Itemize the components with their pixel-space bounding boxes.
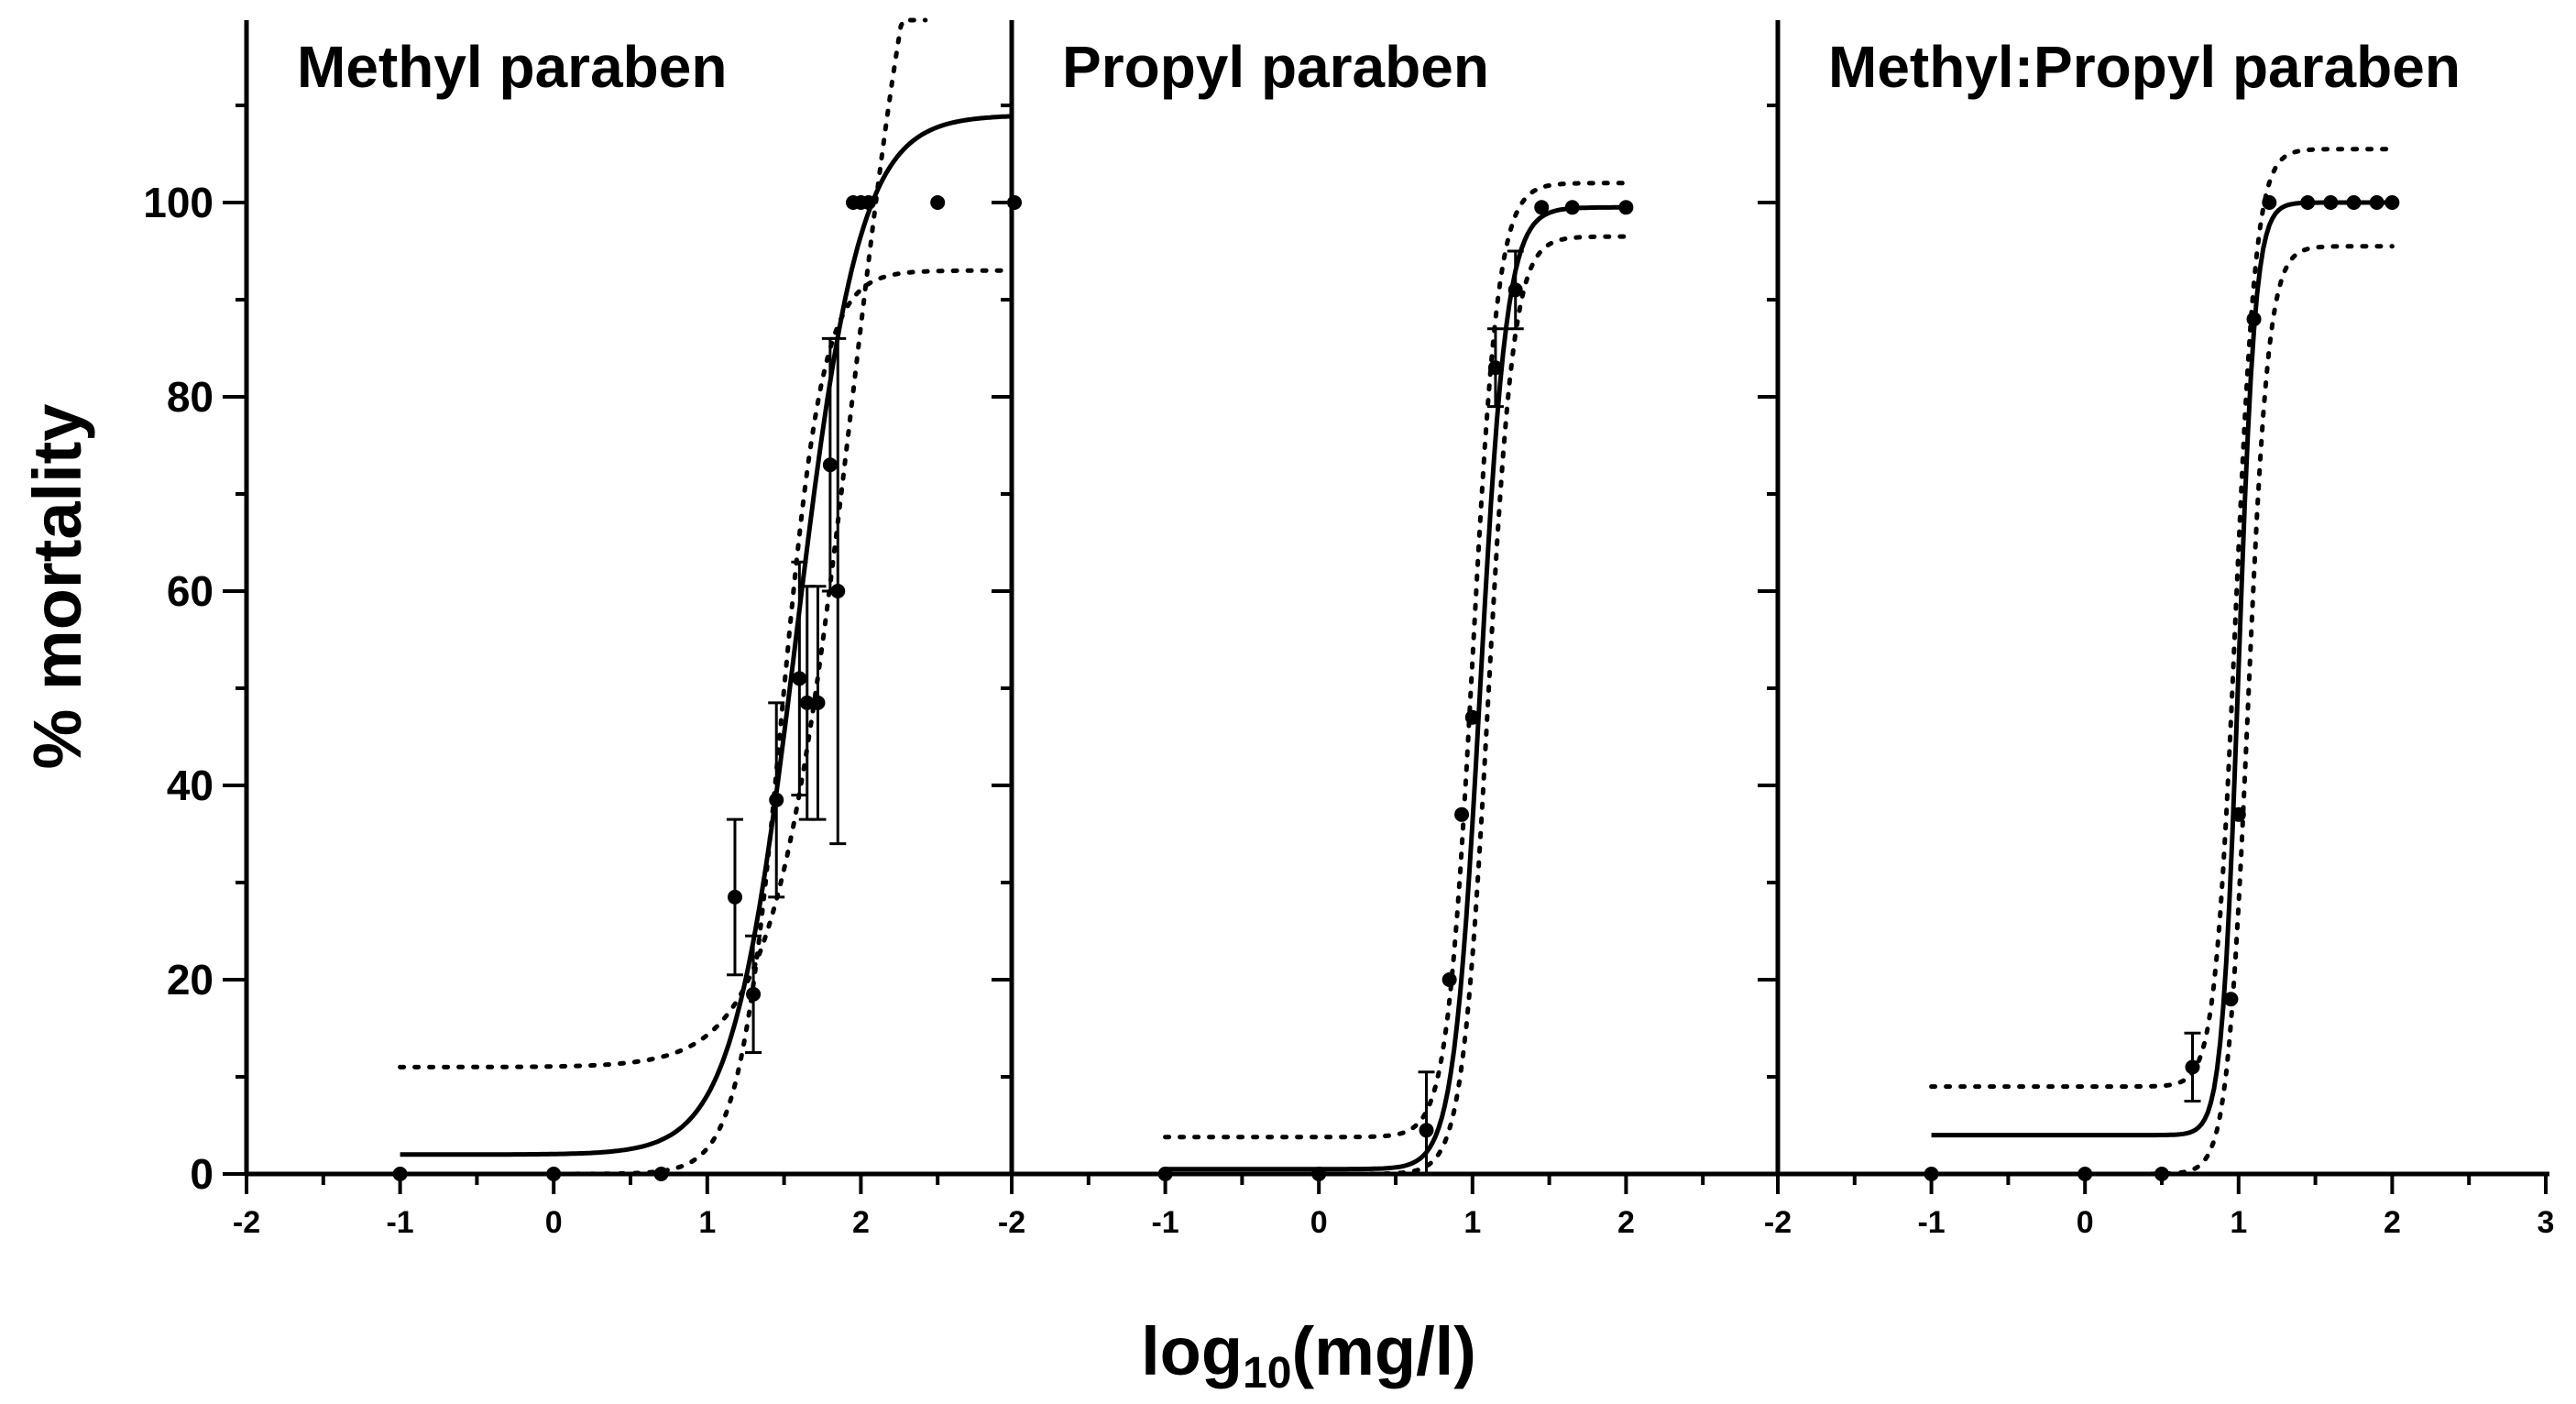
ci-lower-band	[398, 268, 1014, 1177]
ci-upper-band	[1929, 147, 2395, 1090]
y-tick-label: 80	[167, 373, 214, 421]
y-tick-label: 100	[143, 179, 214, 226]
data-point	[1464, 709, 1480, 725]
data-point	[1454, 806, 1470, 822]
data-point	[2323, 195, 2339, 210]
data-point	[2077, 1167, 2093, 1181]
data-point	[2384, 195, 2400, 210]
x-tick-label: 1	[2230, 1205, 2247, 1240]
x-tick-label: 3	[2538, 1205, 2555, 1240]
data-point	[1924, 1167, 1939, 1181]
data-point	[1311, 1167, 1327, 1181]
data-point	[727, 889, 742, 905]
fit-curve	[400, 114, 1012, 1157]
y-axis-title: % mortality	[19, 404, 95, 770]
x-tick-label: 2	[1617, 1205, 1635, 1240]
data-point	[822, 457, 838, 473]
data-point	[810, 695, 826, 710]
panel-title: Propyl paraben	[1062, 34, 1489, 100]
ci-lower-band	[1929, 244, 2395, 1177]
data-point	[2223, 992, 2239, 1007]
x-tick-label: 2	[852, 1205, 870, 1240]
ci-upper-band	[1163, 181, 1628, 1140]
data-point	[930, 195, 946, 210]
data-point	[1487, 360, 1503, 376]
x-axis-title: log10(mg/l)	[1141, 1313, 1476, 1398]
x-axis-title-main: log	[1141, 1313, 1243, 1389]
panel-title: Methyl paraben	[297, 34, 727, 100]
y-tick-label: 0	[190, 1150, 214, 1198]
x-tick-label: 0	[545, 1205, 563, 1240]
data-point	[860, 195, 876, 210]
data-point	[830, 584, 846, 598]
data-point	[769, 792, 784, 807]
data-point	[653, 1167, 669, 1181]
data-point	[792, 671, 807, 686]
data-point	[799, 695, 815, 710]
y-tick-label: 60	[167, 567, 214, 615]
data-point	[1564, 200, 1580, 215]
data-point	[2185, 1059, 2200, 1075]
fit-curve	[1165, 204, 1627, 1172]
x-tick-label: 2	[2384, 1205, 2401, 1240]
x-tick-label: -1	[1917, 1205, 1945, 1240]
x-tick-label: 0	[1310, 1205, 1328, 1240]
data-point	[1507, 282, 1523, 298]
x-tick-label: 1	[698, 1205, 716, 1240]
data-point	[1157, 1167, 1173, 1181]
data-point	[2246, 312, 2262, 327]
data-point	[1618, 200, 1634, 215]
x-tick-label: -1	[1151, 1205, 1178, 1240]
data-point	[2262, 195, 2277, 210]
data-point	[2346, 195, 2362, 210]
chart-panel-1: -2 -1 0 1 2 Methyl paraben	[226, 17, 1022, 1240]
data-point	[1441, 972, 1457, 987]
x-tick-label: -1	[386, 1205, 413, 1240]
x-tick-label: 0	[2077, 1205, 2094, 1240]
data-point	[2300, 195, 2316, 210]
data-point	[2369, 195, 2384, 210]
data-point	[746, 986, 762, 1002]
chart-panel-2: -2 -1 0 1 2 Propyl paraben	[992, 20, 1705, 1240]
data-point	[392, 1167, 408, 1181]
panel-title: Methyl:Propyl paraben	[1828, 34, 2461, 100]
x-tick-label: -2	[233, 1205, 260, 1240]
y-tick-label: 20	[167, 956, 214, 1004]
data-point	[1534, 200, 1550, 215]
data-point	[2231, 806, 2246, 822]
data-point	[546, 1167, 562, 1181]
data-point	[1419, 1123, 1434, 1138]
ci-lower-band	[1163, 234, 1628, 1177]
x-axis-title-rest: (mg/l)	[1291, 1313, 1475, 1389]
x-tick-label: 1	[1463, 1205, 1481, 1240]
data-point	[2154, 1167, 2169, 1181]
ci-upper-band	[398, 17, 928, 1069]
chart-panel-3: -2 -1 0 1 2 3 Methyl:Propyl paraben	[1758, 20, 2554, 1240]
x-axis-title-subscript: 10	[1243, 1349, 1291, 1398]
x-tick-label: -2	[1764, 1205, 1792, 1240]
x-tick-label: -2	[998, 1205, 1025, 1240]
fit-curve	[1931, 200, 2393, 1138]
y-tick-label: 40	[167, 762, 214, 809]
